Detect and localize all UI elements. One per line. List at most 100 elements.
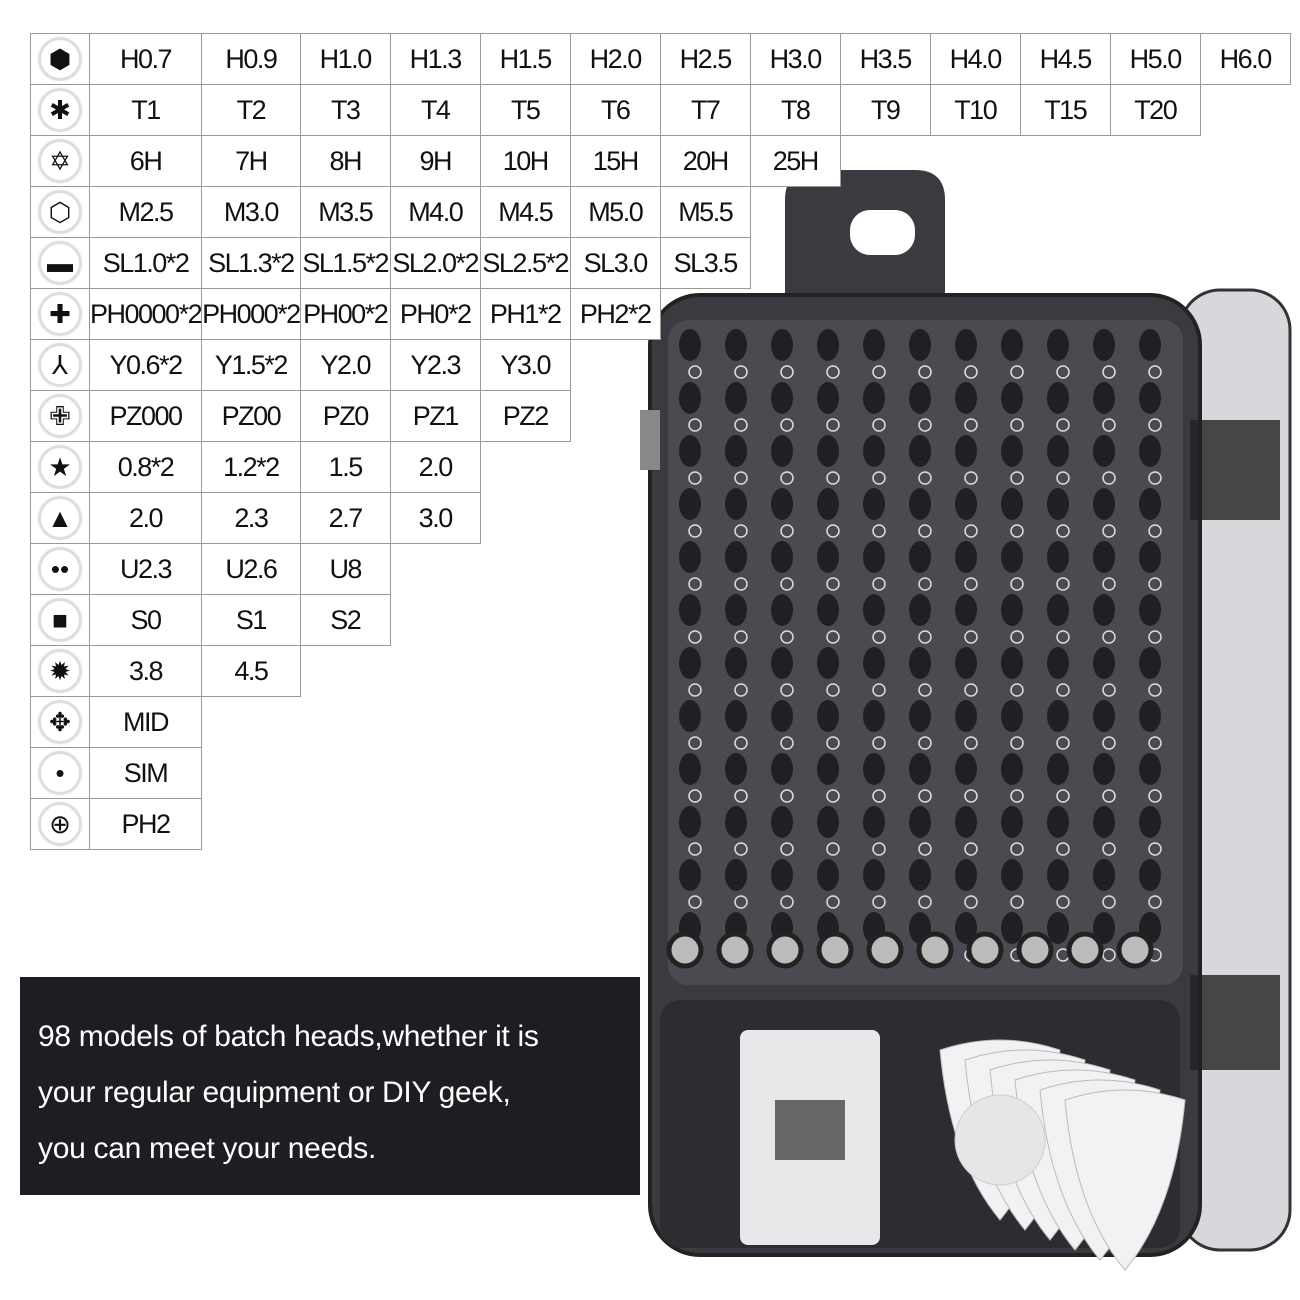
bit [863,594,885,626]
bit-label-icon [1102,842,1116,856]
bit-size-cell: M5.0 [569,186,661,238]
bit-label-icon [1010,524,1024,538]
bit-label-icon [780,895,794,909]
bit-label-icon [826,789,840,803]
bit-size-cell: T20 [1109,84,1201,136]
bit-size-cell: S2 [299,594,391,646]
mid-icon: ✥ [39,701,81,743]
bit-label-icon [780,842,794,856]
bit-size-cell: H2.5 [659,33,751,85]
bit-spec-table: ⬢ H0.7 H0.9 H1.0 H1.3 H1.5 H2.0 H2.5 H3.0 H3.5 H4.… [30,33,1291,850]
bit-row: ✥ MID [30,696,1291,748]
bit-size-cell: 7H [201,135,301,187]
bit [817,594,839,626]
bit-label-icon [1102,948,1116,962]
bit-label-icon [780,471,794,485]
bit [955,859,977,891]
bit-label-icon [964,630,978,644]
bit [1001,859,1023,891]
socket-bit [1116,931,1154,969]
bit-label-icon [1056,736,1070,750]
bit [725,647,747,679]
bit-size-cell: 9H [389,135,481,187]
bit [909,859,931,891]
bit-label-icon [688,577,702,591]
bit-size-cell: H4.0 [929,33,1021,85]
pentalobe-icon: ★ [39,446,81,488]
bit-label-icon [1148,365,1162,379]
socket-bit [866,931,904,969]
triangle-icon: ▲ [39,497,81,539]
bit [1047,382,1069,414]
bit-size-cell: T10 [929,84,1021,136]
bit [909,806,931,838]
bit-label-icon [964,895,978,909]
description-banner: 98 models of batch heads,whether it is y… [20,977,640,1195]
bit-size-cell: T5 [479,84,571,136]
bit-size-cell: S1 [201,594,301,646]
bit [955,594,977,626]
bit [1139,488,1161,520]
bit-size-cell: PH2 [88,798,203,850]
bit-size-cell: Y0.6*2 [88,339,203,391]
bit [817,329,839,361]
socket-bit [716,931,754,969]
bit [909,329,931,361]
bit [863,382,885,414]
bit [725,488,747,520]
bit-size-cell: 2.7 [299,492,391,544]
bit [955,329,977,361]
bit [1001,647,1023,679]
bit [725,382,747,414]
bit-label-icon [1056,683,1070,697]
bit-label-icon [1010,630,1024,644]
bit-label-icon [688,842,702,856]
bit-label-icon [826,577,840,591]
slotted-icon: ▬ [39,242,81,284]
bit [1139,382,1161,414]
bit-size-cell: PZ0 [299,390,391,442]
bit-size-cell: SL2.0*2 [389,237,481,289]
bit-label-icon [734,736,748,750]
bit-label-icon [734,471,748,485]
bit-label-icon [1010,895,1024,909]
bit-label-icon [688,683,702,697]
bit-label-icon [964,789,978,803]
bit [1093,594,1115,626]
bit [1093,435,1115,467]
bit-size-cell: H1.0 [299,33,391,85]
bit-label-icon [918,577,932,591]
bit [1093,912,1115,944]
bit-type-cell: ⅄ [30,339,90,391]
bit [817,541,839,573]
bit-label-icon [1148,418,1162,432]
bit-label-icon [964,365,978,379]
bit [1139,647,1161,679]
bit-label-icon [1102,683,1116,697]
bit [679,806,701,838]
hex-icon: ⬢ [39,38,81,80]
bit-label-icon [734,577,748,591]
socket-bit [766,931,804,969]
bit [1047,806,1069,838]
bit-label-icon [780,524,794,538]
bit-label-icon [1056,842,1070,856]
bit-label-icon [688,524,702,538]
bit [863,488,885,520]
bit-size-cell: U2.3 [88,543,203,595]
bit-label-icon [1102,524,1116,538]
bit-type-cell: ⊕ [30,798,90,850]
bit [725,806,747,838]
bit [817,859,839,891]
bit [1139,435,1161,467]
bit [863,859,885,891]
phillips-icon: ✚ [39,293,81,335]
bit [679,700,701,732]
banner-line-2: your regular equipment or DIY geek, [38,1076,511,1109]
bit-label-icon [1102,736,1116,750]
bit-size-cell: PH0*2 [389,288,481,340]
bit-label-icon [918,683,932,697]
bit-label-icon [1148,895,1162,909]
bit [817,753,839,785]
